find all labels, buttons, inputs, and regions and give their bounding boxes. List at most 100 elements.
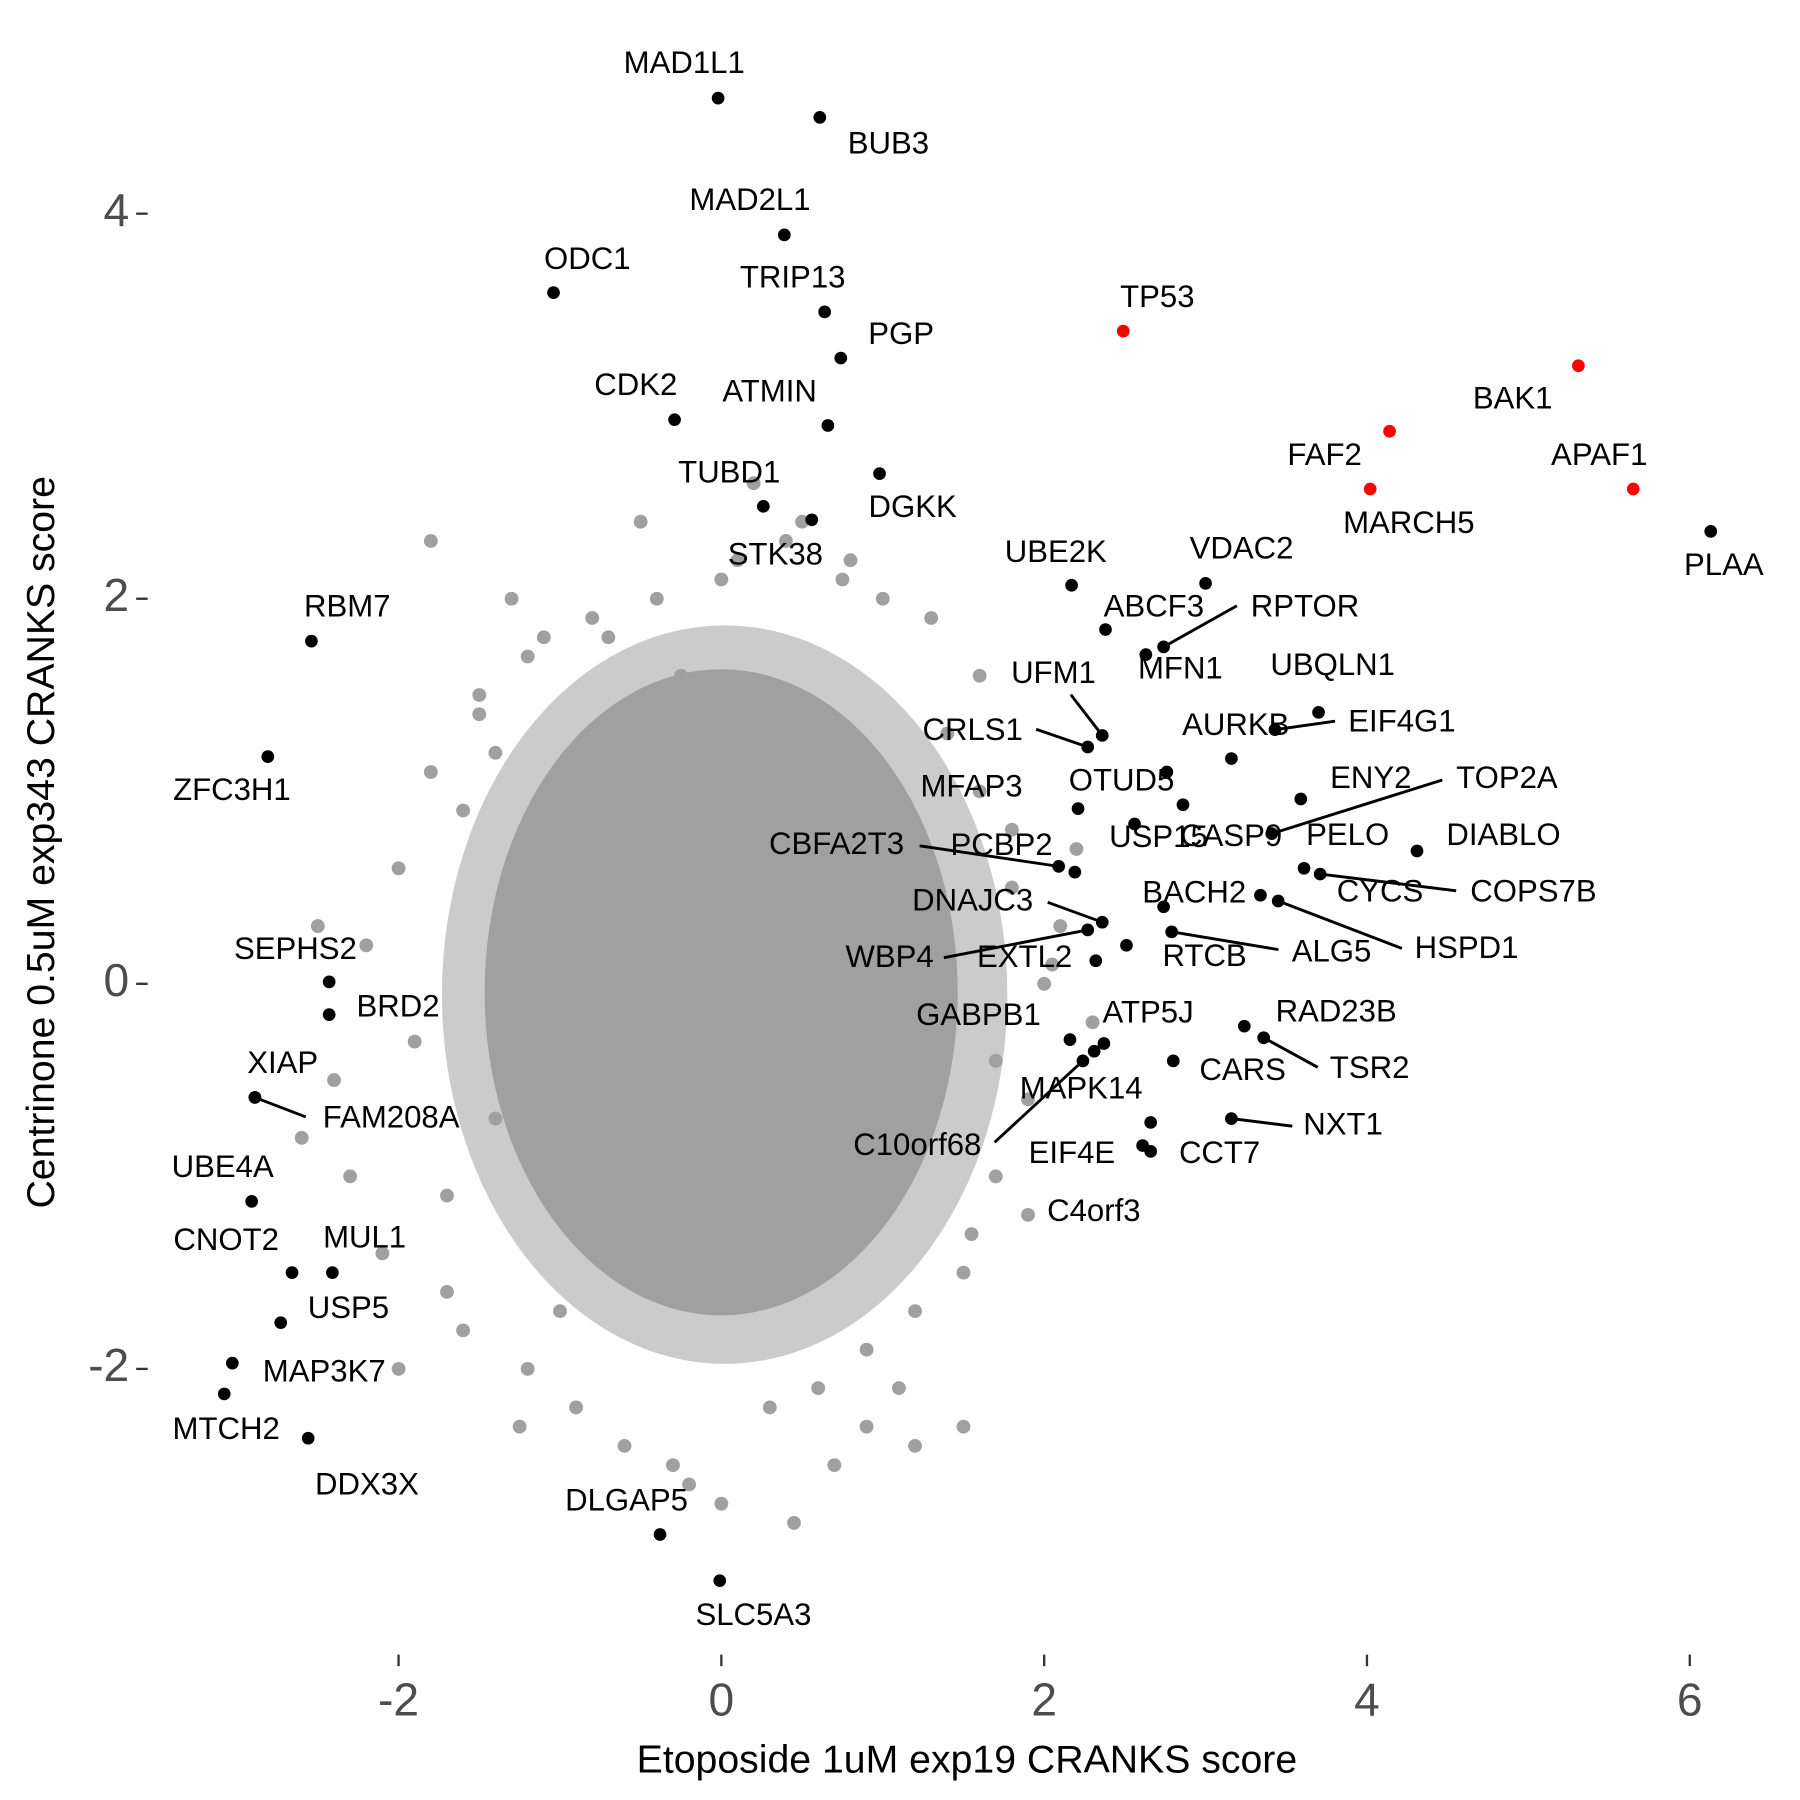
point <box>391 1361 406 1376</box>
point-label: C4orf3 <box>1047 1193 1140 1228</box>
point-label: BAK1 <box>1473 381 1553 416</box>
point <box>488 1111 503 1126</box>
point <box>1225 752 1238 765</box>
point <box>375 1246 390 1261</box>
point <box>1265 827 1279 840</box>
leader-line <box>1262 1036 1319 1069</box>
leader-line <box>993 1059 1084 1144</box>
point-label: VDAC2 <box>1190 531 1294 566</box>
point <box>585 611 600 625</box>
point <box>1097 1037 1111 1050</box>
point <box>1045 957 1060 972</box>
point-label: DIABLO <box>1446 817 1560 852</box>
point <box>711 91 725 105</box>
leader-line <box>919 844 1059 868</box>
point <box>956 1419 971 1434</box>
point-label: MUL1 <box>323 1219 406 1254</box>
point <box>714 572 729 587</box>
point <box>1004 822 1019 837</box>
point <box>1087 1044 1101 1058</box>
point-label: ALG5 <box>1292 933 1372 968</box>
point <box>456 1323 471 1338</box>
point <box>682 1477 697 1492</box>
leader-line <box>1171 930 1279 952</box>
point <box>322 975 336 989</box>
y-axis-title: Centrinone 0.5uM exp343 CRANKS score <box>19 476 63 1208</box>
point <box>811 1381 826 1396</box>
x-tick-label: -2 <box>378 1673 419 1725</box>
point-label: FAF2 <box>1287 437 1361 472</box>
point-label: TOP2A <box>1456 760 1558 795</box>
point <box>714 1496 729 1511</box>
point <box>1099 623 1112 636</box>
leader-line <box>1271 778 1443 836</box>
point <box>908 1438 922 1453</box>
point <box>1383 424 1396 438</box>
point-label: CCT7 <box>1179 1135 1260 1170</box>
point <box>274 1316 288 1330</box>
point <box>1626 482 1640 496</box>
point <box>1157 640 1170 654</box>
x-axis-title: Etoposide 1uM exp19 CRANKS score <box>637 1737 1298 1781</box>
point <box>1225 1112 1238 1125</box>
point-label: RTCB <box>1163 938 1247 973</box>
point-label: DNAJC3 <box>912 883 1033 918</box>
point-label: HSPD1 <box>1415 930 1519 965</box>
point <box>1004 880 1019 895</box>
point <box>225 1356 239 1370</box>
point-label: NXT1 <box>1303 1106 1383 1141</box>
point <box>666 1458 680 1473</box>
leader-line <box>1277 899 1403 950</box>
point <box>674 668 688 683</box>
point <box>1199 576 1212 590</box>
leader-line <box>1162 604 1238 649</box>
point <box>359 938 374 953</box>
point <box>440 1284 454 1299</box>
point <box>653 1528 667 1541</box>
point <box>827 1458 842 1473</box>
point-label: BACH2 <box>1142 874 1246 909</box>
leader-line <box>943 928 1089 960</box>
point <box>1128 817 1141 831</box>
point <box>1069 842 1084 856</box>
point-label: PELO <box>1306 817 1389 852</box>
point-label: COPS7B <box>1470 873 1596 908</box>
leader-line <box>1035 727 1089 749</box>
point-label: DDX3X <box>315 1466 419 1501</box>
point <box>285 1266 299 1279</box>
point-label: USP15 <box>1109 819 1208 854</box>
point <box>553 1304 567 1319</box>
x-tick-label: 2 <box>1031 1673 1057 1725</box>
point <box>601 630 616 645</box>
point-label: ABCF3 <box>1104 588 1204 623</box>
point <box>1065 578 1078 592</box>
point <box>813 111 827 124</box>
point-label: MAP3K7 <box>263 1353 386 1388</box>
point <box>512 1419 527 1434</box>
point <box>964 1227 979 1242</box>
point <box>1157 900 1170 914</box>
point-label: EXTL2 <box>977 939 1072 974</box>
point <box>972 784 987 799</box>
leader-line <box>1069 693 1104 737</box>
point <box>834 351 848 365</box>
point <box>1704 525 1718 538</box>
point <box>821 419 835 432</box>
point <box>217 1387 231 1401</box>
point <box>407 1034 422 1049</box>
point-label: OTUD5 <box>1069 763 1175 798</box>
point-label: DLGAP5 <box>565 1483 688 1518</box>
point <box>1254 888 1267 902</box>
point <box>1095 915 1109 929</box>
point <box>1363 482 1377 496</box>
point <box>248 1091 262 1104</box>
point <box>301 1431 315 1445</box>
point <box>1297 861 1311 875</box>
point-label: CDK2 <box>594 367 677 402</box>
point <box>649 591 664 606</box>
point-label: SEPHS2 <box>234 931 357 966</box>
point-label: UBQLN1 <box>1270 647 1395 682</box>
point <box>835 572 850 587</box>
point <box>875 591 890 606</box>
point <box>504 591 519 606</box>
